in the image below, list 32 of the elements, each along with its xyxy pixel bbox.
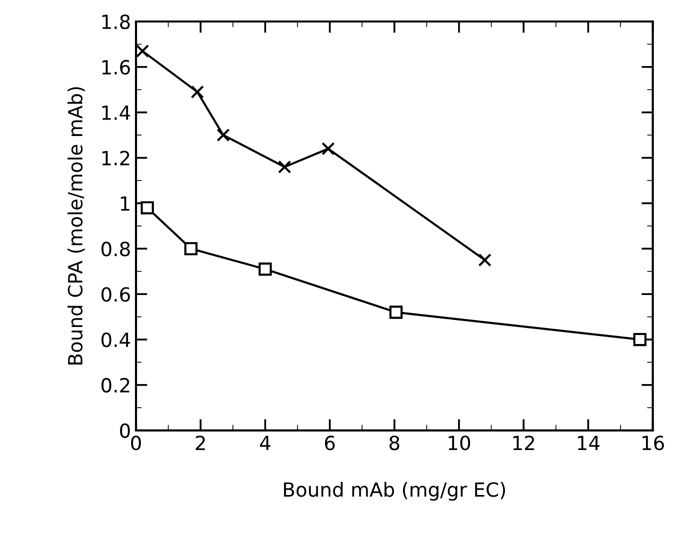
y-tick-label: 1.6 [102,60,130,75]
y-tick-label: 1.4 [102,106,130,120]
y-tick-label: 0.4 [102,332,130,348]
y-tick-label: 0.8 [102,242,130,256]
point [633,332,646,346]
x-tick-label: 14 [578,436,600,450]
point [478,253,492,267]
point [140,201,154,214]
point [184,242,198,256]
x-tick-label: 16 [642,436,664,450]
y-axis-title: Bound CPA (mole/mole mAb) [68,87,85,364]
x-tick-label: 0 [131,436,141,450]
y-tick-label: 1 [120,196,130,211]
point [389,306,403,319]
x-tick-label: 10 [448,436,470,450]
x-axis-title: Bound mAb (mg/gr EC) [284,482,506,501]
x-tick-label: 12 [513,436,534,450]
point [278,160,292,174]
point [216,128,230,142]
y-tick-label: 1.2 [102,150,130,166]
point [136,44,150,58]
x-tick-label: 8 [390,436,400,450]
y-tick-label: 1.8 [102,14,130,30]
point [258,262,272,276]
y-tick-label: 0.2 [102,378,130,393]
y-tick-label: 0 [120,423,130,438]
x-tick-label: 6 [324,436,335,450]
point [322,142,335,156]
x-tick-label: 4 [260,436,270,450]
point [190,85,204,99]
y-tick-label: 0.6 [102,287,130,302]
x-tick-label: 2 [196,436,205,450]
